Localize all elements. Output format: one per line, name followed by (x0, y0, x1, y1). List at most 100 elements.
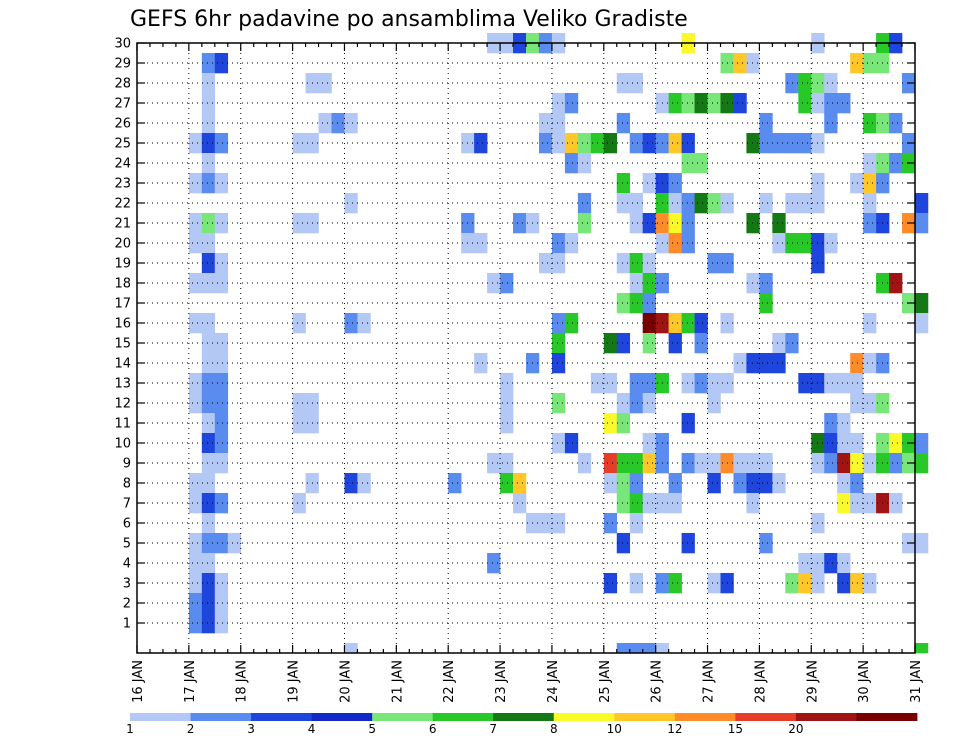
heatmap-cell (616, 473, 631, 494)
heatmap-cell (201, 93, 216, 114)
heatmap-cell (500, 453, 514, 474)
legend-label: 6 (429, 722, 437, 736)
heatmap-cell (681, 93, 695, 114)
heatmap-cell (564, 233, 579, 254)
heatmap-cell (344, 113, 358, 134)
heatmap-cell (629, 193, 643, 214)
heatmap-cell (863, 173, 877, 194)
heatmap-cell (759, 453, 773, 474)
y-tick-label: 28 (114, 77, 131, 92)
heatmap-cell (188, 313, 203, 334)
heatmap-cell (863, 353, 877, 374)
heatmap-cell (824, 93, 838, 114)
heatmap-cell (201, 473, 216, 494)
heatmap-cell (915, 643, 929, 654)
heatmap-cell (798, 573, 812, 594)
heatmap-cell (850, 493, 864, 514)
x-tick-label: 22 JAN (442, 660, 457, 703)
heatmap-cell (915, 453, 929, 474)
heatmap-cell (772, 133, 786, 154)
heatmap-cell (603, 413, 618, 434)
heatmap-cell (642, 133, 656, 154)
legend-label: 12 (667, 722, 682, 736)
heatmap-cell (772, 473, 786, 494)
legend-swatch (130, 713, 191, 721)
heatmap-cell (564, 433, 579, 454)
heatmap-cell (746, 213, 760, 234)
heatmap-cell (292, 493, 306, 514)
heatmap-cell (863, 193, 877, 214)
legend-swatch (735, 713, 797, 721)
legend-label: 4 (308, 722, 316, 736)
heatmap-cell (889, 493, 903, 514)
heatmap-cell (915, 533, 929, 554)
heatmap-cell (292, 213, 306, 234)
heatmap-cell (668, 133, 682, 154)
x-tick-label: 25 JAN (598, 660, 613, 703)
y-tick-label: 20 (114, 237, 131, 252)
legend-label: 5 (368, 722, 376, 736)
heatmap-cell (629, 393, 643, 414)
heatmap-cell (694, 193, 708, 214)
y-tick-label: 22 (114, 197, 131, 212)
heatmap-cell (772, 353, 786, 374)
heatmap-cell (642, 253, 656, 274)
heatmap-cell (850, 573, 864, 594)
legend-swatch (553, 713, 615, 721)
heatmap-cell (214, 253, 229, 274)
heatmap-cell (746, 133, 760, 154)
heatmap-cell (863, 153, 877, 174)
y-tick-label: 26 (114, 117, 131, 132)
heatmap-cell (318, 73, 332, 94)
x-tick-label: 30 JAN (857, 660, 872, 703)
heatmap-cell (629, 643, 643, 654)
x-tick-label: 19 JAN (287, 660, 302, 703)
heatmap-cell (577, 213, 592, 234)
heatmap-cell (668, 93, 682, 114)
y-tick-label: 9 (123, 457, 131, 472)
heatmap-cell (603, 453, 618, 474)
heatmap-cell (227, 533, 242, 554)
heatmap-cell (616, 393, 631, 414)
heatmap-cell (642, 313, 656, 334)
heatmap-cell (733, 53, 747, 74)
heatmap-cell (292, 133, 306, 154)
legend-label: 1 (126, 722, 134, 736)
heatmap-cell (785, 573, 799, 594)
legend-label: 20 (788, 722, 803, 736)
y-tick-label: 7 (123, 497, 131, 512)
legend-label: 3 (247, 722, 255, 736)
heatmap-cell (513, 473, 527, 494)
y-tick-label: 16 (114, 317, 131, 332)
heatmap-cell (668, 493, 682, 514)
heatmap-cell (214, 573, 229, 594)
heatmap-cell (707, 393, 721, 414)
heatmap-cell (603, 573, 618, 594)
heatmap-cell (694, 153, 708, 174)
heatmap-cell (642, 393, 656, 414)
heatmap-cell (201, 553, 216, 574)
heatmap-cell (214, 433, 229, 454)
heatmap-cell (292, 413, 306, 434)
heatmap-cell (474, 353, 488, 374)
legend-swatch (190, 713, 252, 721)
heatmap-cell (188, 273, 203, 294)
heatmap-cell (214, 413, 229, 434)
heatmap-cell (577, 133, 592, 154)
heatmap-cell (538, 113, 553, 134)
heatmap-cell (681, 373, 695, 394)
heatmap-cell (188, 493, 203, 514)
heatmap-cell (759, 133, 773, 154)
heatmap-cell (201, 313, 216, 334)
heatmap-cell (448, 473, 462, 494)
heatmap-cell (746, 53, 760, 74)
heatmap-cell (188, 533, 203, 554)
legend-swatch (432, 713, 494, 721)
heatmap-cell (642, 273, 656, 294)
y-tick-label: 6 (123, 517, 131, 532)
heatmap-cell (201, 233, 216, 254)
heatmap-cell (824, 553, 838, 574)
heatmap-cell (759, 273, 773, 294)
y-tick-label: 19 (114, 257, 131, 272)
heatmap-cell (214, 213, 229, 234)
